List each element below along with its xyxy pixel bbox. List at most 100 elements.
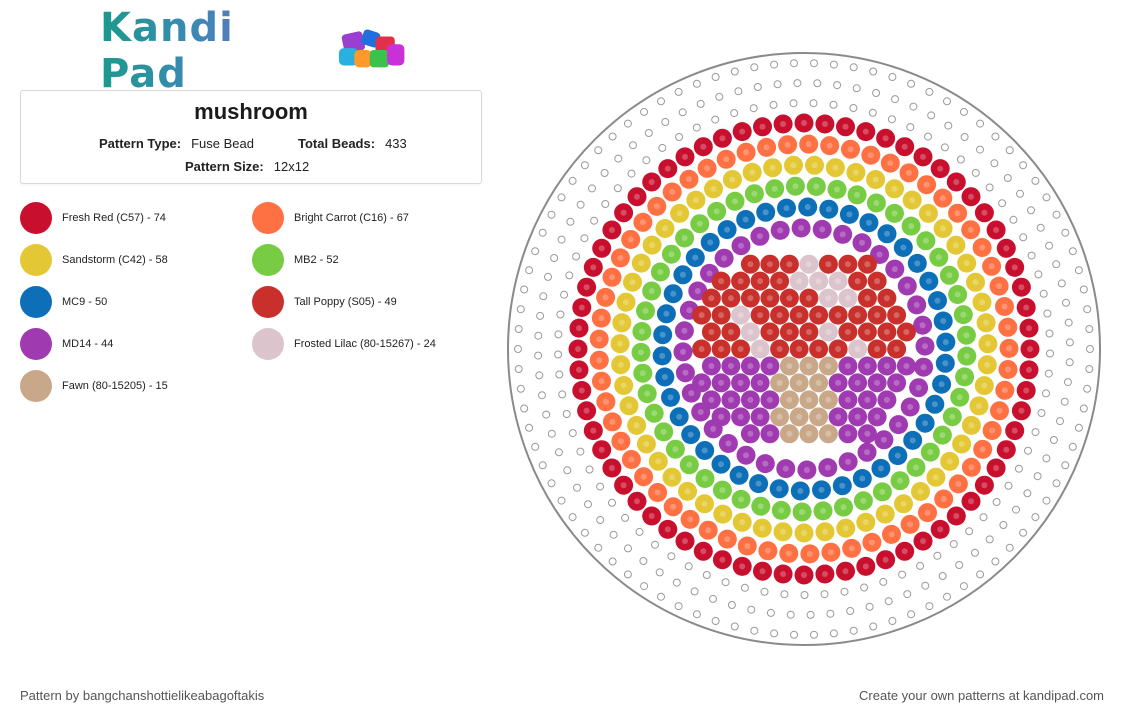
bead-hole <box>617 254 624 261</box>
empty-peg <box>786 610 795 619</box>
bead <box>982 256 1002 276</box>
bead <box>914 357 934 377</box>
empty-peg <box>1027 251 1036 260</box>
bead-hole <box>708 363 715 369</box>
bead-hole <box>747 329 754 335</box>
legend-label: Fresh Red (C57) - 74 <box>62 212 166 224</box>
bead-hole <box>744 543 751 549</box>
bead-hole <box>888 531 895 538</box>
bead <box>794 113 814 133</box>
empty-peg <box>702 571 711 579</box>
bead <box>655 219 675 238</box>
bead-hole <box>1018 407 1025 414</box>
bead-hole <box>648 513 655 519</box>
bead <box>791 218 811 238</box>
bead-hole <box>759 123 766 130</box>
empty-peg <box>608 132 617 141</box>
bead-hole <box>718 278 725 285</box>
empty-peg <box>1083 384 1092 393</box>
bead-hole <box>757 503 764 510</box>
bead-hole <box>805 363 812 369</box>
bead-hole <box>981 382 988 389</box>
bead-hole <box>979 446 986 453</box>
empty-peg <box>1049 436 1058 444</box>
empty-peg <box>715 92 724 101</box>
empty-peg <box>1031 176 1040 185</box>
empty-peg <box>998 199 1007 208</box>
bead <box>760 390 780 410</box>
empty-peg <box>1044 369 1053 378</box>
bead <box>750 305 770 325</box>
bead <box>675 147 695 167</box>
bead <box>592 371 611 391</box>
bead-hole <box>777 227 784 234</box>
bead <box>906 457 926 477</box>
empty-peg <box>990 159 999 168</box>
bead-hole <box>776 346 783 352</box>
create-patterns-link[interactable]: Create your own patterns at kandipad.com <box>859 688 1104 703</box>
bead-hole <box>729 176 736 183</box>
bead <box>680 509 700 529</box>
bead <box>686 190 706 210</box>
bead <box>611 431 631 451</box>
bead-hole <box>786 363 793 369</box>
bead-hole <box>739 519 746 526</box>
bead-hole <box>608 465 615 471</box>
bead-hole <box>946 272 953 279</box>
bead-hole <box>796 413 803 420</box>
bead-hole <box>664 165 671 172</box>
bead <box>616 292 636 312</box>
bead-hole <box>653 203 660 210</box>
bead <box>939 265 959 285</box>
bead <box>701 288 721 308</box>
bead <box>701 322 721 342</box>
bead-hole <box>1005 366 1011 373</box>
bead <box>940 451 960 471</box>
empty-peg <box>891 95 899 104</box>
bead-hole <box>922 343 928 350</box>
bead <box>797 460 817 480</box>
empty-peg <box>596 482 605 491</box>
bead-hole <box>882 135 889 142</box>
bead-hole <box>854 312 861 319</box>
bead-hole <box>915 384 922 391</box>
bead-hole <box>993 227 1000 233</box>
bead-hole <box>900 244 907 251</box>
bead <box>976 313 996 333</box>
empty-peg <box>1060 397 1069 406</box>
bead-hole <box>805 261 812 268</box>
bead-hole <box>697 409 704 415</box>
bead-hole <box>968 422 975 429</box>
empty-peg <box>514 345 522 353</box>
bead <box>907 295 927 315</box>
bead-hole <box>669 189 676 195</box>
empty-peg <box>711 73 720 81</box>
bead-hole <box>762 209 769 216</box>
bead <box>880 153 900 173</box>
bead-hole <box>698 312 705 319</box>
bead <box>856 556 876 576</box>
bead <box>642 172 662 192</box>
pattern-size: Pattern Size: 12x12 <box>185 159 309 174</box>
bead <box>614 475 634 495</box>
bead-hole <box>825 430 832 437</box>
empty-peg <box>572 252 581 261</box>
empty-peg <box>585 465 594 474</box>
bead <box>589 350 609 370</box>
bead-hole <box>676 210 683 217</box>
bead <box>789 339 809 359</box>
empty-peg <box>943 97 951 106</box>
empty-peg <box>829 100 838 109</box>
empty-peg <box>613 184 622 193</box>
empty-peg <box>769 100 778 109</box>
bead <box>995 380 1015 400</box>
bead <box>750 339 770 359</box>
empty-peg <box>852 84 861 93</box>
bead <box>698 520 718 540</box>
bead-hole <box>721 255 728 262</box>
bead <box>631 342 651 362</box>
kandi-pad-logo[interactable]: Kandi Pad <box>100 5 410 97</box>
empty-peg <box>1065 338 1074 347</box>
bead <box>900 514 920 534</box>
bead-hole <box>663 310 670 317</box>
